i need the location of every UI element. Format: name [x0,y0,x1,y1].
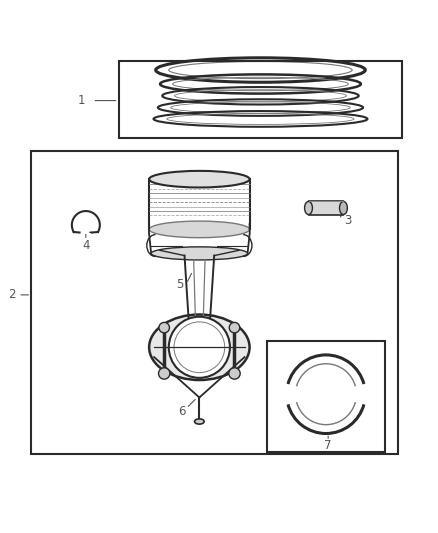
Circle shape [159,368,170,379]
Ellipse shape [151,247,247,260]
Text: 4: 4 [82,239,90,252]
Text: 2: 2 [8,288,15,301]
Bar [308,201,343,215]
Ellipse shape [194,419,204,424]
Circle shape [229,368,240,379]
Text: 3: 3 [344,214,351,227]
Ellipse shape [149,221,250,238]
Ellipse shape [149,314,250,380]
Ellipse shape [304,201,312,215]
Text: 5: 5 [176,278,184,292]
Text: 1: 1 [78,94,85,107]
Text: 7: 7 [325,439,332,452]
Circle shape [169,317,230,378]
Bar [267,341,385,452]
Ellipse shape [149,171,250,188]
Ellipse shape [339,201,347,215]
Text: 6: 6 [178,405,186,418]
Bar [31,151,398,454]
Bar [119,61,403,138]
Circle shape [174,322,225,373]
Circle shape [229,322,240,333]
Circle shape [159,322,170,333]
